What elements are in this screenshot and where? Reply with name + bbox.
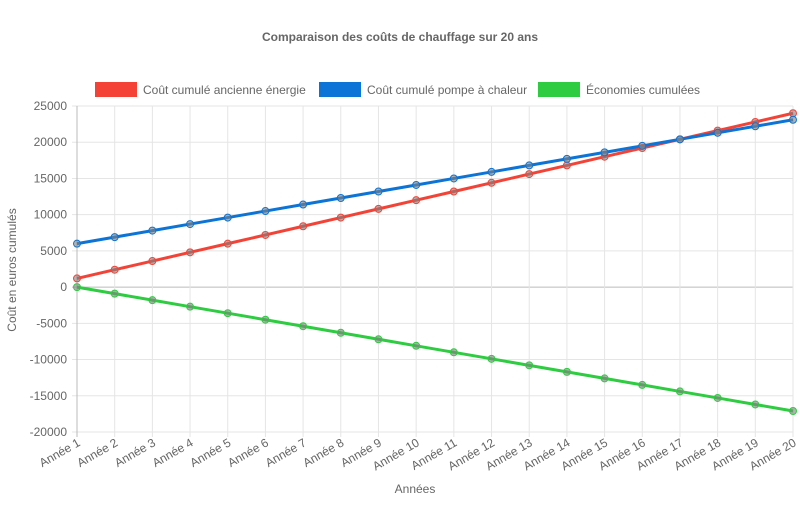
- legend-swatch: [538, 82, 580, 97]
- data-point: [336, 194, 345, 203]
- y-tick-label: -5000: [36, 316, 67, 330]
- data-point: [336, 328, 345, 337]
- data-point: [600, 148, 609, 157]
- data-point: [73, 274, 81, 283]
- data-point: [148, 226, 157, 235]
- data-point: [223, 309, 232, 318]
- data-point: [299, 200, 308, 209]
- y-tick-label: 15000: [34, 171, 68, 185]
- data-point: [223, 213, 232, 222]
- data-point: [299, 322, 308, 331]
- data-point: [261, 230, 270, 239]
- data-point: [449, 187, 458, 196]
- data-point: [336, 213, 345, 222]
- data-point: [789, 109, 797, 118]
- y-tick-label: 0: [60, 280, 67, 294]
- x-tick-label: Année 2: [74, 435, 120, 470]
- data-point: [638, 380, 647, 389]
- series-line: [76, 118, 794, 246]
- data-point: [261, 315, 270, 324]
- data-point: [713, 393, 722, 402]
- data-point: [789, 115, 797, 124]
- data-point: [525, 161, 534, 170]
- x-tick-label: Année 8: [301, 435, 347, 470]
- data-point: [110, 233, 119, 242]
- y-tick-label: -20000: [30, 425, 68, 439]
- data-point: [713, 128, 722, 137]
- data-point: [562, 161, 571, 170]
- chart-title: Comparaison des coûts de chauffage sur 2…: [262, 30, 538, 44]
- data-point: [110, 265, 119, 274]
- legend-swatch: [319, 82, 361, 97]
- data-point: [487, 178, 496, 187]
- data-point: [562, 154, 571, 163]
- x-tick-label: Année 4: [150, 435, 196, 470]
- legend-label: Coût cumulé pompe à chaleur: [367, 83, 527, 97]
- data-point: [789, 406, 797, 415]
- x-tick-label: Année 3: [112, 435, 158, 470]
- x-axis-label: Années: [395, 482, 436, 496]
- data-point: [374, 187, 383, 196]
- data-point: [600, 374, 609, 383]
- data-point: [374, 204, 383, 213]
- data-point: [374, 335, 383, 344]
- data-point: [148, 296, 157, 305]
- y-tick-label: 5000: [40, 244, 67, 258]
- data-point: [751, 400, 760, 409]
- x-tick-label: Année 1: [37, 435, 83, 470]
- y-tick-label: -15000: [30, 389, 68, 403]
- x-tick-label: Année 7: [263, 435, 309, 470]
- y-tick-label: -10000: [30, 353, 68, 367]
- data-point: [751, 122, 760, 131]
- data-point: [223, 239, 232, 248]
- data-point: [261, 207, 270, 216]
- legend-label: Économies cumulées: [586, 82, 700, 97]
- data-point: [449, 348, 458, 357]
- data-point: [186, 302, 195, 311]
- data-point: [73, 239, 81, 248]
- legend-swatch: [95, 82, 137, 97]
- legend-label: Coût cumulé ancienne énergie: [143, 83, 306, 97]
- data-point: [675, 387, 684, 396]
- x-tick-label: Année 6: [225, 435, 271, 470]
- data-point: [487, 167, 496, 176]
- y-axis-label: Coût en euros cumulés: [5, 208, 19, 331]
- data-point: [487, 354, 496, 363]
- data-point: [675, 135, 684, 144]
- data-point: [186, 248, 195, 257]
- data-point: [186, 220, 195, 229]
- data-point: [412, 341, 421, 350]
- data-point: [449, 174, 458, 183]
- data-point: [525, 170, 534, 179]
- y-tick-label: 10000: [34, 208, 68, 222]
- data-point: [638, 141, 647, 150]
- data-point: [525, 361, 534, 370]
- data-point: [148, 257, 157, 266]
- y-tick-label: 20000: [34, 135, 68, 149]
- x-tick-label: Année 5: [188, 435, 234, 470]
- series-line: [76, 285, 794, 413]
- data-point: [299, 222, 308, 231]
- data-point: [110, 289, 119, 298]
- y-tick-label: 25000: [34, 99, 68, 113]
- data-point: [412, 196, 421, 205]
- data-point: [562, 367, 571, 376]
- data-point: [73, 283, 81, 292]
- data-point: [412, 180, 421, 189]
